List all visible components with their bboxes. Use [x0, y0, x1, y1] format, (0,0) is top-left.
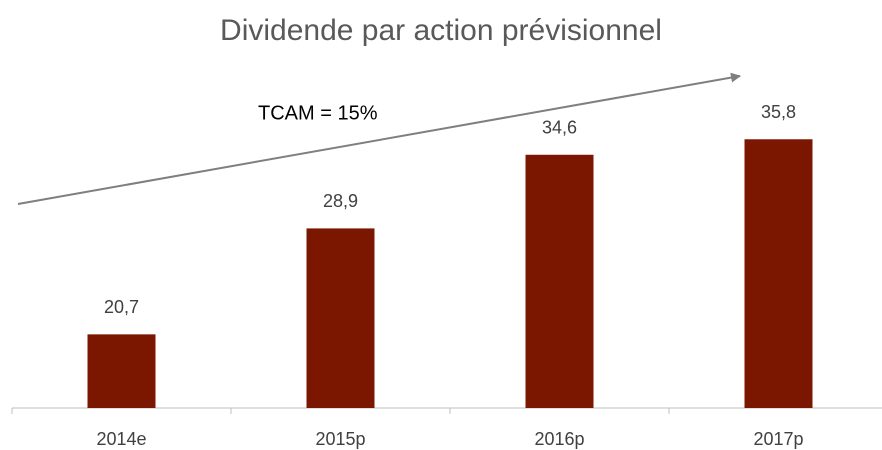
x-tick-label: 2017p [753, 429, 803, 449]
annotation: TCAM = 15% [258, 102, 378, 124]
data-label: 20,7 [104, 297, 139, 317]
data-label: 34,6 [542, 118, 577, 138]
x-tick-label: 2016p [534, 429, 584, 449]
data-label: 35,8 [761, 102, 796, 122]
bar [87, 334, 156, 408]
chart-title: Dividende par action prévisionnel [220, 14, 662, 47]
bar [744, 139, 813, 408]
x-tick-label: 2015p [315, 429, 365, 449]
bar [525, 154, 594, 408]
data-label: 28,9 [323, 191, 358, 211]
bar [306, 228, 375, 408]
x-tick-label: 2014e [96, 429, 146, 449]
trend-arrow [17, 72, 741, 205]
